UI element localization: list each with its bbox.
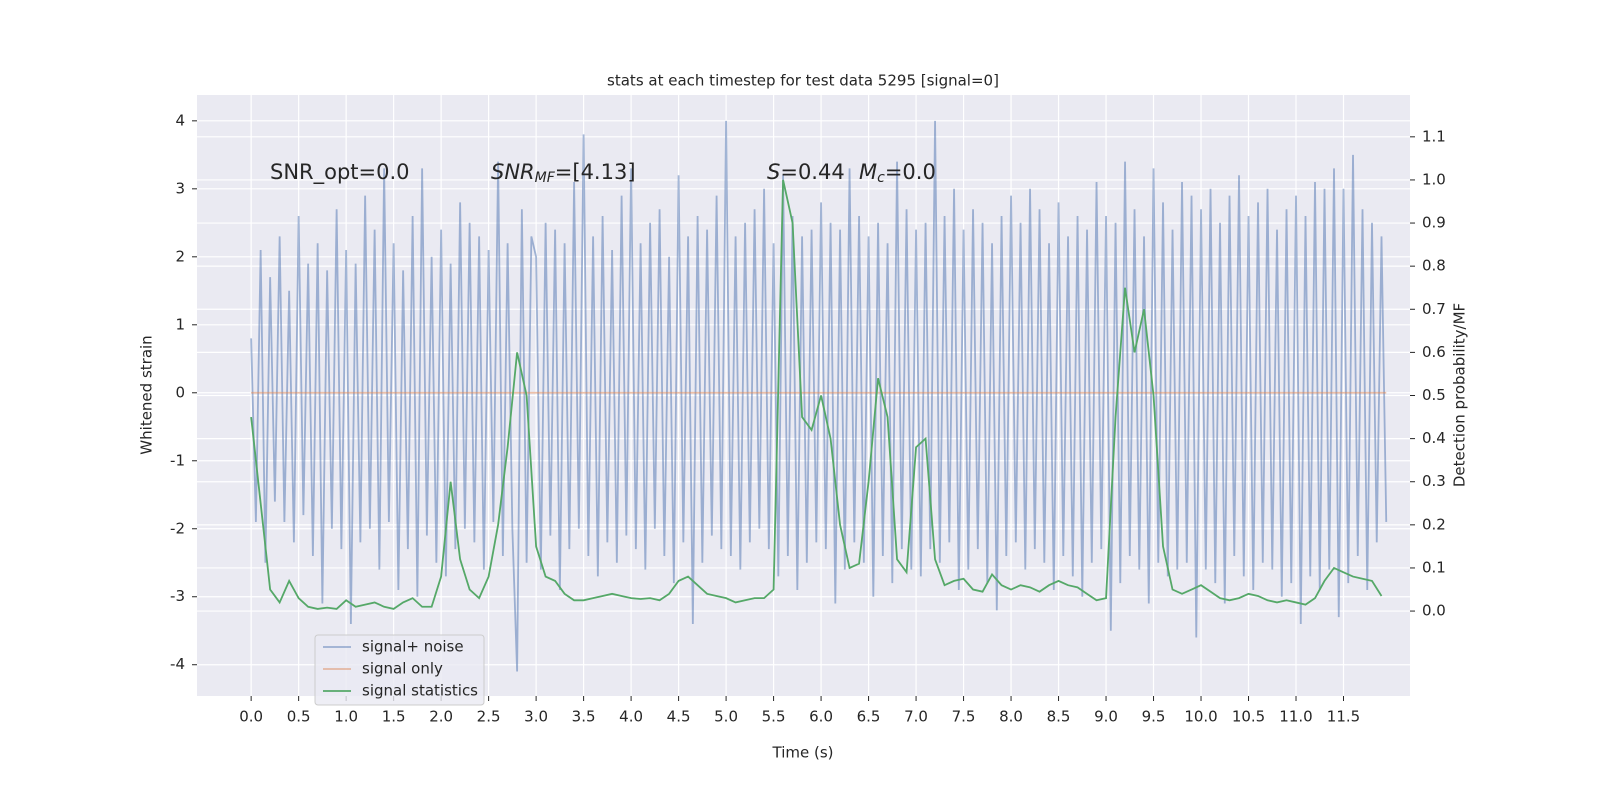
annotation-symbol: SNR	[491, 160, 535, 184]
x-tick-label: 5.5	[762, 708, 786, 726]
annotation-subscript: c	[877, 170, 885, 186]
legend-box	[314, 634, 485, 706]
x-tick-label: 5.0	[714, 708, 738, 726]
y2-tick-label: 0.0	[1422, 602, 1446, 620]
x-tick-label: 1.0	[334, 708, 358, 726]
legend-label: signal statistics	[362, 682, 478, 700]
y2-tick-label: 1.0	[1422, 170, 1446, 188]
y-tick-label: -1	[170, 451, 185, 469]
annotation: S=0.44	[767, 160, 845, 184]
series-line	[250, 179, 1383, 610]
x-tick-label: 3.0	[524, 708, 548, 726]
x-tick-label: 6.5	[857, 708, 881, 726]
x-tick-label: 3.5	[572, 708, 596, 726]
x-tick-label: 10.5	[1232, 708, 1265, 726]
annotation-text: =0.0	[885, 160, 936, 184]
x-tick-label: 4.5	[667, 708, 691, 726]
x-tick-label: 8.0	[999, 708, 1023, 726]
legend: signal+ noise signal only signal statistic…	[314, 634, 485, 706]
x-tick-label: 2.5	[477, 708, 501, 726]
y-tick-label: 2	[175, 247, 185, 265]
annotation: Mc=0.0	[859, 160, 936, 186]
y-tick-label: -2	[170, 519, 185, 537]
chart-title: stats at each timestep for test data 529…	[607, 72, 999, 90]
y2-tick-label: 0.3	[1422, 472, 1446, 490]
y2-axis-label: Detection probability/MF	[1451, 303, 1469, 487]
legend-label: signal only	[362, 660, 443, 678]
legend-label: signal+ noise	[362, 638, 464, 656]
y2-tick-label: 0.5	[1422, 386, 1446, 404]
x-tick-label: 0.0	[239, 708, 263, 726]
x-tick-label: 9.5	[1142, 708, 1166, 726]
y2-tick-label: 0.4	[1422, 429, 1446, 447]
y-axis-label: Whitened strain	[138, 335, 156, 454]
annotation-text: =[4.13]	[555, 160, 636, 184]
y-tick-label: -4	[170, 655, 185, 673]
x-axis-label: Time (s)	[772, 744, 834, 762]
x-tick-label: 4.0	[619, 708, 643, 726]
annotation-symbol: M	[859, 160, 877, 184]
y2-tick-label: 0.2	[1422, 515, 1446, 533]
y2-tick-label: 0.1	[1422, 558, 1446, 576]
y-tick-label: -3	[170, 587, 185, 605]
x-tick-label: 9.0	[1094, 708, 1118, 726]
x-tick-label: 2.0	[429, 708, 453, 726]
x-tick-label: 0.5	[287, 708, 311, 726]
y-tick-label: 1	[175, 315, 185, 333]
annotation-subscript: MF	[535, 170, 556, 186]
x-tick-label: 7.5	[952, 708, 976, 726]
annotation-text: =0.44	[780, 160, 844, 184]
y-tick-label: 4	[175, 111, 185, 129]
x-tick-label: 1.5	[382, 708, 406, 726]
annotation-symbol: S	[767, 160, 780, 184]
y-tick-label: 3	[175, 179, 185, 197]
y-tick-label: 0	[175, 383, 185, 401]
y2-tick-label: 0.6	[1422, 343, 1446, 361]
x-tick-label: 6.0	[809, 708, 833, 726]
x-tick-label: 7.0	[904, 708, 928, 726]
annotation: SNRMF=[4.13]	[491, 160, 636, 186]
series-line	[250, 120, 1388, 672]
y2-tick-label: 0.8	[1422, 257, 1446, 275]
y2-tick-label: 0.7	[1422, 300, 1446, 318]
y2-tick-label: 0.9	[1422, 214, 1446, 232]
x-tick-label: 10.0	[1184, 708, 1217, 726]
annotation: SNR_opt=0.0	[270, 160, 410, 185]
annotation-text: SNR_opt=0.0	[270, 160, 410, 185]
x-tick-label: 8.5	[1047, 708, 1071, 726]
x-tick-label: 11.0	[1279, 708, 1312, 726]
y2-tick-label: 1.1	[1422, 127, 1446, 145]
x-tick-label: 11.5	[1327, 708, 1360, 726]
